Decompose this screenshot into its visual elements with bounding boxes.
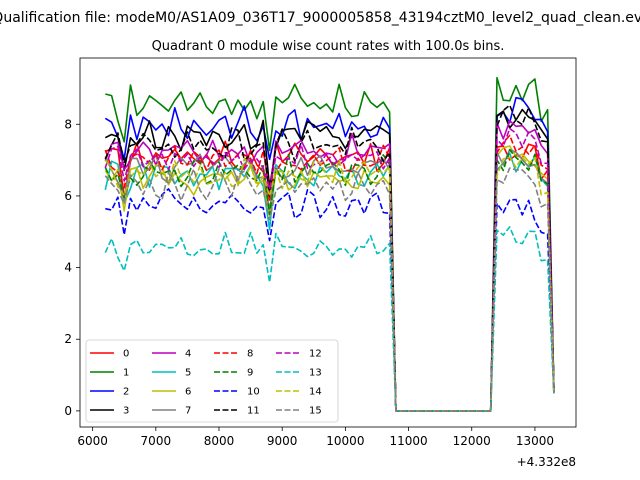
- y-tick-label: 6: [64, 189, 72, 203]
- legend-label-7: 7: [185, 406, 191, 417]
- x-tick-label: 13000: [516, 434, 554, 448]
- legend-label-3: 3: [123, 406, 129, 417]
- legend-label-14: 14: [309, 387, 322, 398]
- legend-label-12: 12: [309, 349, 322, 360]
- x-tick-label: 7000: [141, 434, 172, 448]
- legend-label-8: 8: [247, 349, 253, 360]
- x-tick-label: 11000: [389, 434, 427, 448]
- legend-label-10: 10: [247, 387, 260, 398]
- series-line-15: [104, 167, 555, 412]
- y-tick-label: 4: [64, 261, 72, 275]
- x-tick-label: 8000: [204, 434, 235, 448]
- x-tick-label: 9000: [267, 434, 298, 448]
- legend-label-1: 1: [123, 368, 129, 379]
- y-tick-label: 2: [64, 332, 72, 346]
- legend-label-6: 6: [185, 387, 191, 398]
- y-tick-label: 0: [64, 404, 72, 418]
- legend-label-2: 2: [123, 387, 129, 398]
- legend-frame: [85, 339, 339, 423]
- x-axis: 6000 7000 8000 9000 10000 11000 12000 13000: [77, 427, 554, 448]
- axes-spines: [79, 57, 577, 428]
- x-tick-label: 10000: [326, 434, 364, 448]
- x-offset-label: +4.332e8: [517, 455, 576, 469]
- x-tick-label: 12000: [453, 434, 491, 448]
- y-axis: 0 2 4 6 8: [64, 117, 80, 418]
- legend-label-15: 15: [309, 406, 322, 417]
- x-tick-label: 6000: [77, 434, 108, 448]
- series-layer: [104, 76, 555, 412]
- legend-label-11: 11: [247, 406, 260, 417]
- legend-label-0: 0: [123, 349, 129, 360]
- series-line-13: [104, 226, 555, 412]
- legend-label-4: 4: [185, 349, 191, 360]
- y-tick-label: 8: [64, 117, 72, 131]
- legend-label-5: 5: [185, 368, 191, 379]
- series-line-10: [105, 188, 555, 412]
- legend-label-9: 9: [247, 368, 253, 379]
- chart-suptitle: Qualification file: modeM0/AS1A09_036T17…: [0, 10, 640, 26]
- chart-title: Quadrant 0 module wise count rates with …: [152, 39, 505, 54]
- legend-label-13: 13: [309, 368, 322, 379]
